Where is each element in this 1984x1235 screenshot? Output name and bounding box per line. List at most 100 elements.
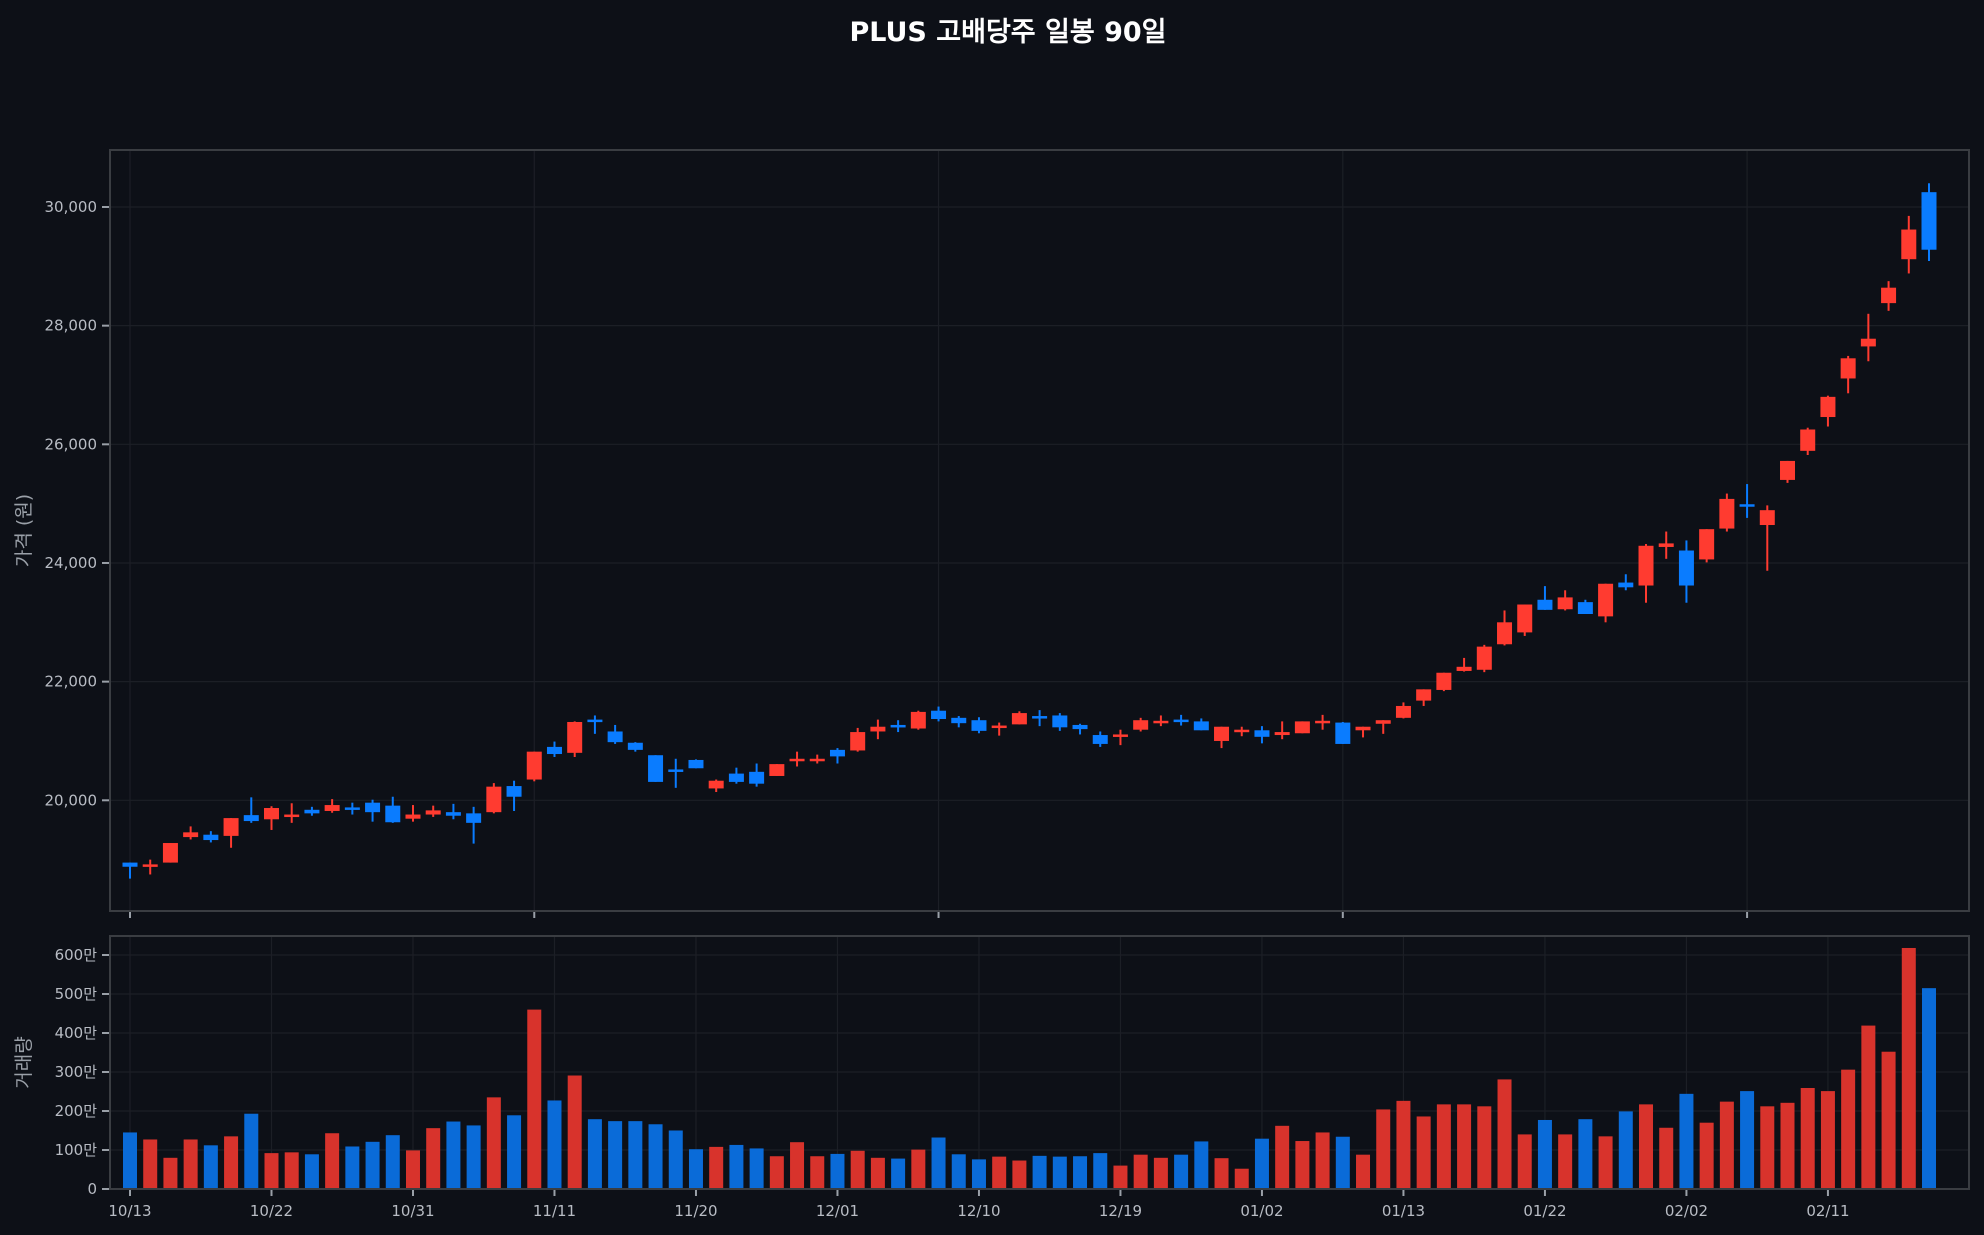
candle <box>1072 723 1088 735</box>
candle <box>1355 726 1371 738</box>
volume-bar <box>143 1139 158 1189</box>
volume-bar <box>749 1148 764 1189</box>
volume-bar <box>1598 1136 1613 1189</box>
volume-bar <box>668 1130 683 1189</box>
volume-bar <box>527 1009 542 1189</box>
candle <box>1011 711 1027 725</box>
candle <box>1881 281 1897 311</box>
volume-bar <box>1012 1160 1027 1189</box>
candle <box>1395 702 1411 719</box>
volume-bar <box>870 1157 885 1189</box>
candle <box>587 715 603 734</box>
candle <box>1537 586 1553 610</box>
candle <box>425 805 441 817</box>
candle <box>1800 427 1816 455</box>
candle <box>506 780 522 811</box>
candle <box>910 710 926 730</box>
volume-bar <box>830 1153 845 1189</box>
candle <box>1780 460 1796 483</box>
volume-bar <box>1174 1154 1189 1189</box>
volume-bar <box>224 1136 239 1189</box>
candle <box>1699 529 1715 563</box>
volume-bar <box>931 1137 946 1189</box>
volume-bar <box>769 1156 784 1189</box>
price-tick-label: 20,000 <box>45 791 98 809</box>
candle <box>486 783 502 814</box>
candle <box>344 802 360 815</box>
volume-bar <box>163 1157 178 1189</box>
volume-bar <box>1861 1025 1876 1189</box>
price-tick-label: 22,000 <box>45 673 98 691</box>
volume-bar <box>1517 1134 1532 1189</box>
candle <box>708 779 724 792</box>
candle <box>1517 604 1533 636</box>
candle <box>1375 720 1391 734</box>
candle <box>1092 731 1108 747</box>
volume-bar <box>729 1144 744 1189</box>
volume-bar <box>466 1125 481 1189</box>
volume-bar <box>790 1142 805 1189</box>
date-tick-label: 02/02 <box>1665 1202 1708 1220</box>
volume-bar <box>1558 1134 1573 1189</box>
volume-tick-label: 100만 <box>55 1141 98 1159</box>
volume-bar <box>709 1146 724 1189</box>
price-tick-label: 26,000 <box>45 435 98 453</box>
volume-bar <box>891 1158 906 1189</box>
volume-bar <box>1234 1168 1249 1189</box>
volume-bar <box>1436 1104 1451 1189</box>
volume-bar <box>1133 1154 1148 1189</box>
candle <box>243 797 259 823</box>
volume-bar <box>1254 1138 1269 1189</box>
volume-tick-label: 0 <box>87 1180 97 1198</box>
candle <box>1598 583 1614 623</box>
volume-bar <box>567 1075 582 1189</box>
volume-bar <box>1295 1141 1310 1189</box>
candle <box>1618 574 1634 591</box>
date-tick-label: 12/01 <box>816 1202 859 1220</box>
volume-bar <box>1537 1119 1552 1189</box>
volume-bar <box>1315 1132 1330 1189</box>
candle <box>1112 729 1128 746</box>
candle <box>263 806 279 830</box>
volume-bar <box>1881 1051 1896 1189</box>
candle <box>405 805 421 822</box>
volume-bar <box>183 1139 198 1189</box>
volume-bar <box>1780 1102 1795 1189</box>
date-tick-label: 01/13 <box>1382 1202 1425 1220</box>
volume-bar <box>911 1149 926 1189</box>
candle <box>284 803 300 823</box>
candle <box>971 717 987 734</box>
date-tick-label: 10/31 <box>391 1202 434 1220</box>
candle <box>688 759 704 769</box>
candle <box>870 719 886 740</box>
volume-tick-label: 600만 <box>55 946 98 964</box>
candle <box>1294 721 1310 734</box>
volume-bar <box>264 1153 279 1189</box>
volume-bar <box>284 1152 299 1189</box>
candle <box>789 751 805 767</box>
candle <box>890 720 906 733</box>
chart-title: PLUS 고배당주 일봉 90일 <box>849 17 1167 48</box>
candle <box>1032 710 1048 727</box>
candle <box>122 862 138 879</box>
candle <box>1214 726 1230 749</box>
volume-bar <box>810 1156 825 1189</box>
volume-bar <box>405 1150 420 1189</box>
volume-bar <box>992 1156 1007 1189</box>
volume-bar <box>1719 1101 1734 1189</box>
volume-bar <box>1618 1111 1633 1189</box>
volume-bar <box>1477 1106 1492 1189</box>
candle <box>1133 717 1149 732</box>
volume-frame <box>109 935 1970 1190</box>
candle <box>607 724 623 744</box>
date-tick-label: 11/11 <box>533 1202 576 1220</box>
candle <box>466 806 482 844</box>
volume-bar <box>1901 947 1916 1189</box>
price-tick-label: 24,000 <box>45 554 98 572</box>
volume-bar <box>1194 1141 1209 1189</box>
volume-bar <box>244 1113 259 1189</box>
volume-bar <box>1760 1106 1775 1189</box>
candle <box>627 742 643 752</box>
candle <box>1739 484 1755 518</box>
